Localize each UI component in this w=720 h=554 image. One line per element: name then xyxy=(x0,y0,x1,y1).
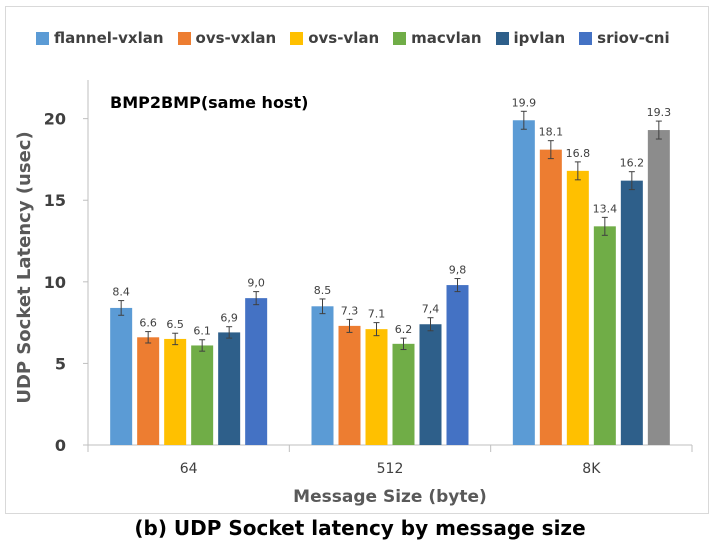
y-axis-title: UDP Socket Latency (usec) xyxy=(14,131,35,403)
bar xyxy=(164,339,186,445)
y-tick-label: 0 xyxy=(55,436,66,455)
x-axis-title: Message Size (byte) xyxy=(293,487,487,507)
data-label: 6.5 xyxy=(166,318,184,331)
data-label: 19.9 xyxy=(512,96,537,109)
bar xyxy=(621,181,643,445)
data-label: 6,9 xyxy=(220,312,238,325)
bar xyxy=(137,337,159,445)
figure-caption: (b) UDP Socket latency by message size xyxy=(0,516,720,540)
chart-annotation: BMP2BMP(same host) xyxy=(110,93,308,112)
data-label: 13.4 xyxy=(593,202,618,215)
y-tick-label: 10 xyxy=(44,273,66,292)
bar xyxy=(366,329,388,445)
data-label: 9,8 xyxy=(449,264,467,277)
data-label: 6.2 xyxy=(395,323,413,336)
x-tick-label: 8K xyxy=(582,461,601,477)
bar xyxy=(245,298,267,445)
data-label: 7.3 xyxy=(341,304,359,317)
data-label: 19.3 xyxy=(647,106,672,119)
bar xyxy=(191,345,213,445)
data-label: 6.1 xyxy=(193,325,211,338)
data-label: 16.8 xyxy=(566,147,591,160)
y-tick-label: 15 xyxy=(44,191,66,210)
bar xyxy=(312,306,334,445)
data-label: 6.6 xyxy=(139,317,157,330)
bar xyxy=(393,344,415,445)
bar xyxy=(567,171,589,445)
y-tick-label: 20 xyxy=(44,110,66,129)
bar xyxy=(513,120,535,445)
data-label: 16.2 xyxy=(620,157,645,170)
bar xyxy=(648,130,670,445)
bar xyxy=(339,326,361,445)
data-label: 8.5 xyxy=(314,284,332,297)
bar xyxy=(420,324,442,445)
bar xyxy=(447,285,469,445)
data-label: 7.1 xyxy=(368,308,386,321)
x-tick-label: 512 xyxy=(377,461,404,477)
data-label: 9,0 xyxy=(247,277,265,290)
y-tick-label: 5 xyxy=(55,354,66,373)
data-label: 7,4 xyxy=(422,303,440,316)
bar xyxy=(540,150,562,445)
x-tick-label: 64 xyxy=(180,461,198,477)
data-label: 18.1 xyxy=(539,126,564,139)
bar xyxy=(110,308,132,445)
bar xyxy=(594,226,616,445)
bar xyxy=(218,332,240,445)
bar-chart: 0 5 10 15 20 64 512 8K 8.4 6.6 6.5 6.1 6,9 9,0 8.5 7.3 7… xyxy=(0,0,720,514)
data-label: 8.4 xyxy=(112,286,130,299)
